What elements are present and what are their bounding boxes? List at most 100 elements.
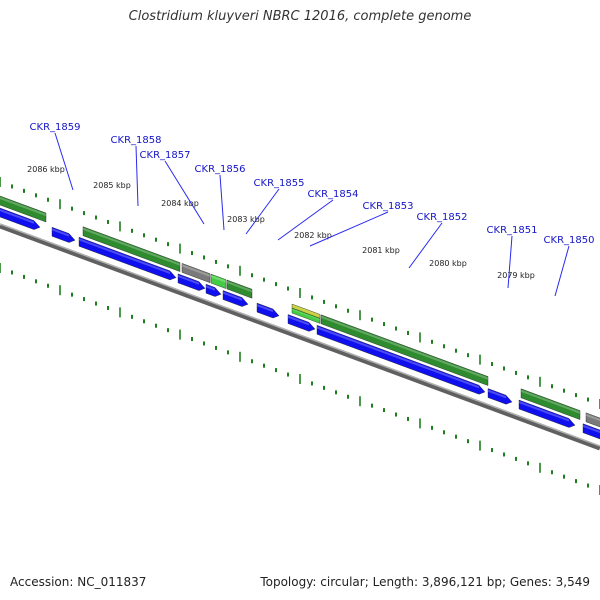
gene-label: CKR_1857 [140, 150, 191, 161]
cds-gray-1-shine [182, 264, 210, 277]
genes-value: 3,549 [555, 575, 590, 589]
cds-blue-10-shine [488, 389, 506, 399]
cds-green-5 [520, 388, 581, 420]
leader-line [219, 174, 225, 231]
leader-line [277, 199, 334, 241]
rna-yellow-1-shine [292, 305, 320, 316]
cds-blue-6-body [222, 290, 249, 307]
genome-backbone-highlight [0, 223, 600, 447]
rna-green-1-shine [292, 309, 320, 321]
cds-gray-2-shine [586, 413, 600, 422]
cds-gray-1-body [181, 263, 211, 283]
topology-label: Topology: [260, 575, 317, 589]
cds-blue-7 [256, 302, 280, 319]
gene-label: CKR_1850 [544, 235, 595, 246]
cds-blue-1-shine [0, 209, 34, 224]
rna-yellow-1-body [291, 303, 321, 319]
cds-green-5-shine [521, 389, 580, 414]
cds-green-4 [320, 314, 489, 386]
cds-blue-6 [222, 290, 249, 307]
leader-line [309, 211, 389, 247]
cds-green-3-body [226, 279, 253, 299]
cds-green-2-body [82, 226, 181, 272]
gene-label: CKR_1854 [308, 189, 359, 200]
cds-blue-2 [51, 226, 76, 243]
cds-blue-6-shine [223, 291, 242, 301]
cds-light-green-1-body [210, 273, 227, 289]
cds-blue-4 [177, 273, 206, 291]
cds-green-1-shine [0, 197, 46, 217]
gene-label: CKR_1858 [111, 135, 162, 146]
ruler-label: 2084 kbp [161, 199, 199, 208]
cds-blue-11-body [518, 399, 576, 428]
ruler-label: 2082 kbp [294, 231, 332, 240]
ruler-label: 2085 kbp [93, 181, 131, 190]
cds-green-2 [82, 226, 181, 272]
leader-line [507, 235, 513, 289]
gene-label: CKR_1853 [363, 201, 414, 212]
cds-blue-7-shine [257, 304, 273, 313]
rna-green-1-body [291, 307, 321, 324]
cds-green-5-body [520, 388, 581, 420]
topology-value: circular [320, 575, 365, 589]
cds-gray-2-body [585, 412, 600, 428]
cds-blue-9-shine [317, 326, 479, 389]
gene-label: CKR_1856 [195, 164, 246, 175]
cds-green-1 [0, 195, 47, 223]
ruler-label: 2080 kbp [429, 259, 467, 268]
genome-stats: Topology: circular; Length: 3,896,121 bp… [260, 575, 590, 589]
rna-yellow-1 [291, 303, 321, 319]
rna-green-1 [291, 307, 321, 324]
leader-line [554, 245, 570, 297]
accession-info: Accession: NC_011837 [10, 575, 146, 589]
cds-green-4-body [320, 314, 489, 386]
cds-blue-12 [582, 423, 600, 440]
cds-light-green-1-shine [211, 275, 226, 283]
leader-line [164, 160, 205, 225]
accession-value: NC_011837 [77, 575, 147, 589]
cds-green-3 [226, 279, 253, 299]
gene-label: CKR_1852 [417, 212, 468, 223]
cds-blue-12-body [582, 423, 600, 440]
cds-blue-8-body [287, 314, 316, 332]
ruler-label: 2086 kbp [27, 165, 65, 174]
leader-line [135, 145, 139, 207]
cds-blue-1 [0, 207, 41, 230]
cds-blue-11 [518, 399, 576, 428]
cds-blue-12-shine [583, 424, 600, 434]
cds-light-green-1 [210, 273, 227, 289]
cds-gray-2 [585, 412, 600, 428]
cds-blue-2-shine [52, 228, 69, 237]
cds-blue-3-shine [79, 238, 170, 275]
cds-blue-4-body [177, 273, 206, 291]
cds-gray-1 [181, 263, 211, 283]
cds-blue-9-body [316, 325, 486, 395]
genome-backbone [0, 223, 600, 451]
cds-blue-5-body [205, 283, 222, 297]
accession-label: Accession: [10, 575, 74, 589]
cds-blue-10 [487, 388, 513, 405]
cds-blue-2-body [51, 226, 76, 243]
cds-blue-5 [205, 283, 222, 297]
gene-label: CKR_1859 [30, 122, 81, 133]
length-value: 3,896,121 bp [421, 575, 502, 589]
cds-blue-8 [287, 314, 316, 332]
cds-green-4-shine [321, 315, 488, 380]
map-title: Clostridium kluyveri NBRC 12016, complet… [128, 9, 472, 24]
cds-blue-11-shine [519, 401, 569, 422]
cds-green-3-shine [227, 280, 252, 293]
cds-blue-10-body [487, 388, 513, 405]
cds-blue-3-body [78, 236, 177, 281]
genes-label: Genes: [509, 575, 552, 589]
leader-line [408, 222, 443, 269]
cds-blue-8-shine [288, 315, 309, 326]
leader-line [245, 188, 280, 235]
cds-blue-7-body [256, 302, 280, 319]
leader-line [54, 132, 74, 191]
cds-blue-4-shine [178, 274, 199, 285]
cds-blue-3 [78, 236, 177, 281]
ruler-label: 2083 kbp [227, 215, 265, 224]
gene-label: CKR_1855 [254, 178, 305, 189]
cds-blue-5-shine [206, 285, 215, 291]
